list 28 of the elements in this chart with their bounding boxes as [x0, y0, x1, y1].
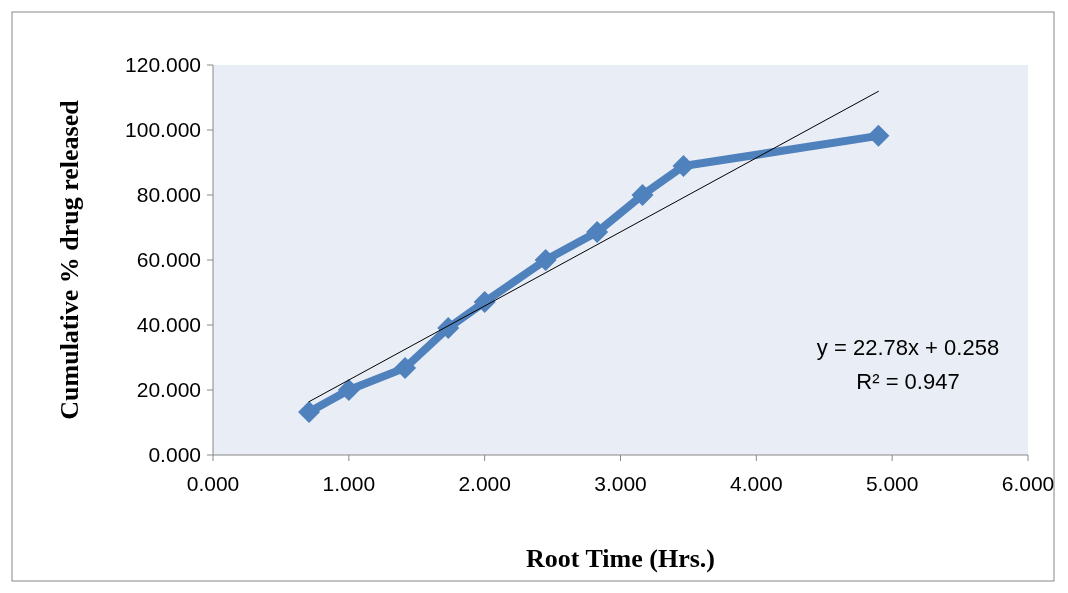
y-tick-label: 100.000	[125, 118, 201, 142]
y-tick-label: 20.000	[136, 378, 201, 402]
y-tick-label: 60.000	[136, 248, 201, 272]
x-tick-label: 0.000	[186, 472, 240, 495]
point	[437, 316, 460, 339]
point	[586, 221, 609, 244]
y-tick-label: 120.000	[125, 53, 201, 77]
x-tick-label: 6.000	[1001, 472, 1055, 495]
point	[867, 124, 890, 147]
point	[473, 290, 496, 313]
annotation: R² = 0.947	[856, 369, 960, 394]
point	[631, 184, 654, 206]
point	[672, 155, 695, 178]
y-tick-label: 40.000	[136, 313, 201, 337]
x-tick-label: 1.000	[322, 472, 376, 495]
x-tick-label: 2.000	[458, 472, 511, 495]
annotation: y = 22.78x + 0.258	[816, 335, 1000, 360]
y-axis-title: Cumulative % drug released	[55, 99, 84, 420]
x-tick-label: 5.000	[865, 472, 919, 495]
point	[337, 379, 360, 401]
y-tick-label: 0.000	[148, 443, 201, 467]
point	[298, 401, 321, 424]
x-tick-label: 4.000	[730, 472, 783, 495]
x-axis-title: Root Time (Hrs.)	[526, 544, 715, 573]
y-tick-label: 80.000	[136, 183, 201, 207]
x-tick-label: 3.000	[594, 472, 647, 495]
point	[534, 249, 557, 271]
point	[394, 356, 417, 379]
